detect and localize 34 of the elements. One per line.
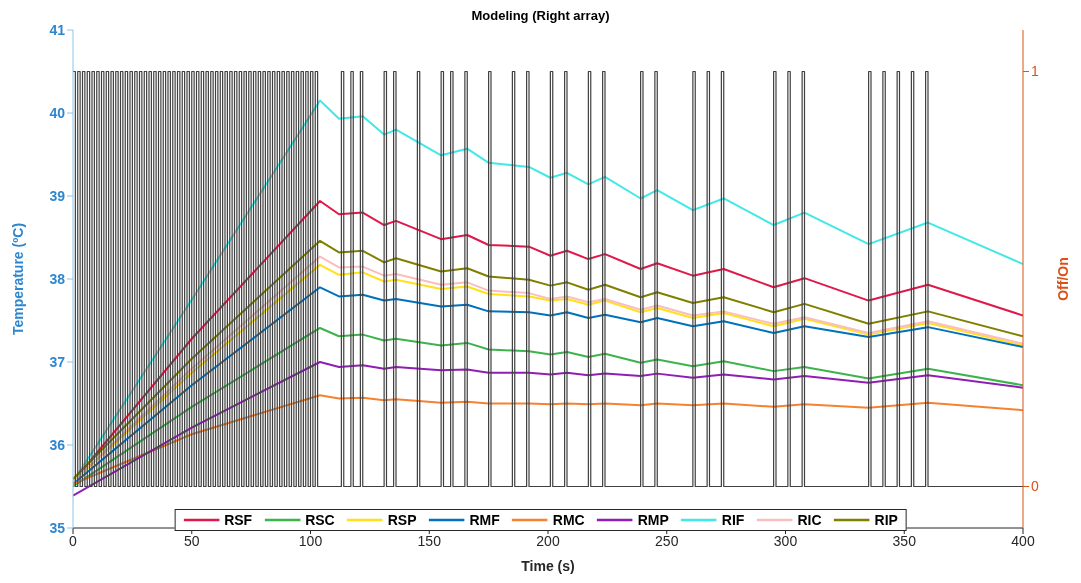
legend-label: RMC (551, 512, 585, 528)
legend-label: RIF (720, 512, 745, 528)
y-tick-label: 39 (49, 187, 66, 204)
x-axis-title: Time (s) (521, 558, 575, 574)
y-tick-label: 37 (49, 353, 66, 370)
y-tick-label: 36 (49, 436, 66, 453)
y-tick-label: 40 (49, 104, 66, 121)
line-series (73, 394, 1023, 486)
legend-label: RIP (873, 512, 898, 528)
x-tick-label: 350 (892, 532, 917, 549)
x-tick-label: 250 (655, 532, 679, 549)
x-tick-label: 100 (298, 532, 323, 549)
y2-axis-title: Off/On (1054, 257, 1071, 301)
legend-label: RSC (304, 512, 335, 528)
x-tick-label: 50 (183, 532, 200, 549)
legend-label: RMP (636, 512, 669, 528)
line-series (73, 326, 1023, 488)
legend-label: RIC (796, 512, 822, 528)
y2-tick-label: 0 (1031, 478, 1039, 495)
x-tick-label: 150 (417, 532, 442, 549)
chart-title: Modeling (Right array) (470, 8, 611, 23)
line-series (73, 361, 1023, 497)
y-tick-label: 41 (49, 21, 66, 38)
y-tick-label: 38 (49, 270, 66, 287)
x-tick-label: 300 (773, 532, 798, 549)
x-tick-label: 200 (536, 532, 560, 549)
y-tick-label: 35 (49, 519, 66, 536)
x-tick-label: 400 (1011, 532, 1035, 549)
legend-label: RSP (386, 512, 417, 528)
legend-label: RSF (223, 512, 253, 528)
x-tick-label: 0 (69, 532, 78, 549)
legend-label: RMF (468, 512, 500, 528)
y2-tick-label: 1 (1031, 63, 1039, 80)
y-axis-title: Temperature (ºC) (9, 222, 26, 336)
